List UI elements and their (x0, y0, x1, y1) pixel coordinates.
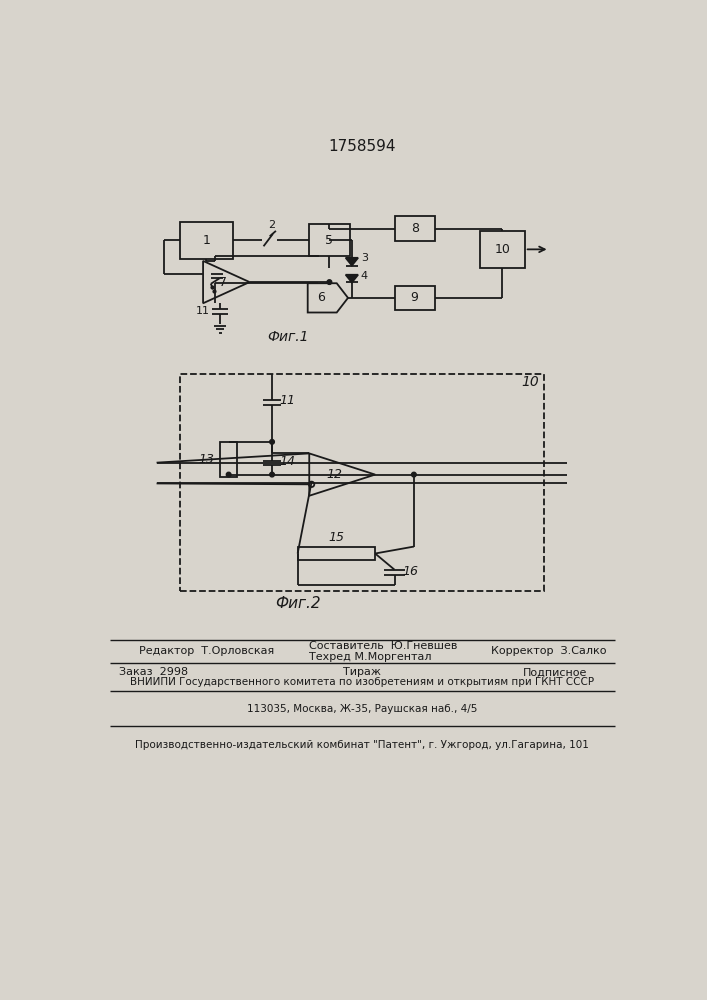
Bar (220, 442, 237, 477)
Text: 11: 11 (196, 306, 210, 316)
Circle shape (327, 280, 332, 284)
Polygon shape (346, 275, 358, 282)
Bar (480, 231, 525, 268)
Text: 1: 1 (202, 234, 210, 247)
Bar (395, 286, 435, 310)
Circle shape (270, 440, 274, 444)
Text: 2: 2 (268, 220, 275, 230)
Text: 4: 4 (361, 271, 368, 281)
Text: ВНИИПИ Государственного комитета по изобретениям и открытиям при ГКНТ СССР: ВНИИПИ Государственного комитета по изоб… (130, 677, 594, 687)
Text: 16: 16 (402, 565, 418, 578)
Polygon shape (346, 258, 358, 266)
Text: Техред М.Моргентал: Техред М.Моргентал (309, 652, 432, 662)
Text: 3: 3 (361, 253, 368, 263)
Text: 12: 12 (327, 468, 342, 481)
Circle shape (226, 472, 231, 477)
Text: 113035, Москва, Ж-35, Раушская наб., 4/5: 113035, Москва, Ж-35, Раушская наб., 4/5 (247, 704, 477, 714)
Text: Составитель  Ю.Гневшев: Составитель Ю.Гневшев (309, 641, 457, 651)
Text: 11: 11 (279, 394, 296, 407)
Text: 1758594: 1758594 (328, 139, 396, 154)
Text: 10: 10 (494, 243, 510, 256)
Text: 5: 5 (325, 234, 334, 247)
Circle shape (270, 472, 274, 477)
Text: Корректор  З.Салко: Корректор З.Салко (491, 646, 607, 656)
Bar (395, 216, 435, 241)
Text: Заказ  2998: Заказ 2998 (119, 667, 189, 677)
Text: Фиг.2: Фиг.2 (275, 596, 320, 611)
Bar (180, 222, 233, 259)
Text: 10: 10 (521, 375, 539, 389)
Text: Подписное: Подписное (522, 667, 587, 677)
Text: Фиг.1: Фиг.1 (267, 330, 308, 344)
Text: 13: 13 (198, 453, 214, 466)
Text: 8: 8 (411, 222, 419, 235)
Text: 7: 7 (218, 276, 227, 289)
Text: 15: 15 (328, 531, 344, 544)
Text: Редактор  Т.Орловская: Редактор Т.Орловская (139, 646, 274, 656)
Bar (180, 374, 544, 591)
Text: 9: 9 (411, 291, 419, 304)
Circle shape (411, 472, 416, 477)
Text: 14: 14 (279, 455, 296, 468)
Text: Производственно-издательский комбинат "Патент", г. Ужгород, ул.Гагарина, 101: Производственно-издательский комбинат "П… (135, 740, 589, 750)
Bar (298, 547, 375, 560)
Bar (309, 224, 349, 256)
Text: 6: 6 (317, 291, 325, 304)
Text: Тираж: Тираж (343, 667, 381, 677)
